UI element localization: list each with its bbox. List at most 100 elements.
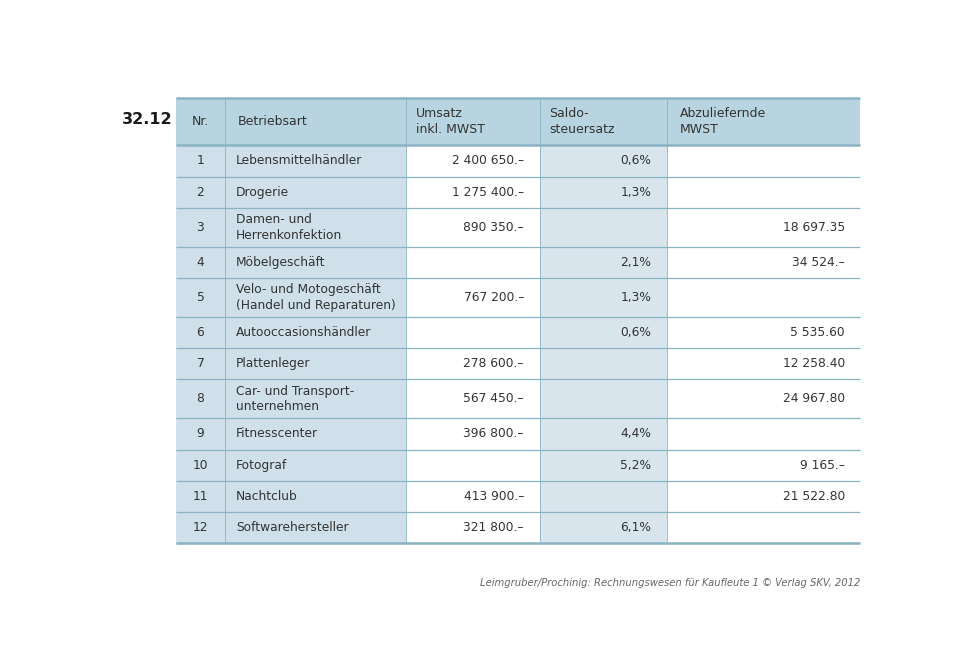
Text: Drogerie: Drogerie	[236, 186, 289, 199]
Text: 321 800.–: 321 800.–	[464, 521, 524, 534]
Bar	[176, 98, 860, 146]
Text: 12 258.40: 12 258.40	[782, 357, 845, 370]
Text: 5 535.60: 5 535.60	[790, 326, 845, 339]
Text: 32.12: 32.12	[122, 112, 173, 126]
Text: 18 697.35: 18 697.35	[782, 221, 845, 234]
Bar	[540, 278, 666, 317]
Bar	[176, 481, 225, 512]
Bar	[540, 450, 666, 481]
Text: 4,4%: 4,4%	[620, 428, 652, 440]
Bar	[225, 379, 406, 418]
Bar	[540, 418, 666, 450]
Text: 2: 2	[197, 186, 204, 199]
Text: Lebensmittelhändler: Lebensmittelhändler	[236, 154, 362, 168]
Text: 396 800.–: 396 800.–	[464, 428, 524, 440]
Bar	[666, 207, 860, 247]
Text: 1,3%: 1,3%	[620, 291, 652, 304]
Bar	[666, 146, 860, 176]
Bar	[176, 317, 225, 348]
Bar	[176, 207, 225, 247]
Text: 8: 8	[197, 392, 204, 406]
Text: 21 522.80: 21 522.80	[782, 490, 845, 503]
Bar	[176, 146, 225, 176]
Text: 10: 10	[193, 459, 208, 471]
Text: 278 600.–: 278 600.–	[464, 357, 524, 370]
Bar	[176, 348, 225, 379]
Bar	[540, 207, 666, 247]
Bar	[176, 450, 225, 481]
Bar	[176, 418, 225, 450]
Bar	[666, 348, 860, 379]
Bar	[540, 481, 666, 512]
Bar	[225, 207, 406, 247]
Text: 3: 3	[197, 221, 204, 234]
Text: 0,6%: 0,6%	[620, 154, 652, 168]
Text: 9 165.–: 9 165.–	[800, 459, 845, 471]
Bar	[406, 146, 540, 176]
Bar	[666, 481, 860, 512]
Bar	[176, 512, 225, 543]
Bar	[406, 450, 540, 481]
Text: 1,3%: 1,3%	[620, 186, 652, 199]
Text: 890 350.–: 890 350.–	[464, 221, 524, 234]
Bar	[225, 247, 406, 278]
Text: 5: 5	[197, 291, 204, 304]
Text: Leimgruber/Prochinig: Rechnungswesen für Kaufleute 1 © Verlag SKV, 2012: Leimgruber/Prochinig: Rechnungswesen für…	[480, 578, 860, 588]
Bar	[225, 512, 406, 543]
Text: Abzuliefernde
MWST: Abzuliefernde MWST	[680, 107, 766, 136]
Text: 6,1%: 6,1%	[620, 521, 652, 534]
Bar	[225, 450, 406, 481]
Text: Nr.: Nr.	[192, 115, 209, 128]
Bar	[225, 348, 406, 379]
Bar	[406, 481, 540, 512]
Text: 767 200.–: 767 200.–	[464, 291, 524, 304]
Bar	[406, 348, 540, 379]
Text: 24 967.80: 24 967.80	[782, 392, 845, 406]
Text: Möbelgeschäft: Möbelgeschäft	[236, 256, 325, 269]
Bar	[540, 379, 666, 418]
Text: Umsatz
inkl. MWST: Umsatz inkl. MWST	[416, 107, 485, 136]
Bar	[406, 418, 540, 450]
Bar	[540, 512, 666, 543]
Bar	[176, 176, 225, 207]
Text: Betriebsart: Betriebsart	[238, 115, 307, 128]
Bar	[225, 278, 406, 317]
Text: 5,2%: 5,2%	[620, 459, 652, 471]
Bar	[666, 379, 860, 418]
Bar	[225, 176, 406, 207]
Text: 413 900.–: 413 900.–	[464, 490, 524, 503]
Bar	[225, 481, 406, 512]
Text: 1 275 400.–: 1 275 400.–	[452, 186, 524, 199]
Bar	[666, 512, 860, 543]
Text: 11: 11	[193, 490, 208, 503]
Bar	[666, 278, 860, 317]
Text: Autooccasionshändler: Autooccasionshändler	[236, 326, 372, 339]
Text: Saldo-
steuersatz: Saldo- steuersatz	[549, 107, 614, 136]
Bar	[406, 512, 540, 543]
Bar	[540, 146, 666, 176]
Text: 0,6%: 0,6%	[620, 326, 652, 339]
Bar	[666, 450, 860, 481]
Text: 2,1%: 2,1%	[620, 256, 652, 269]
Text: 6: 6	[197, 326, 204, 339]
Text: Fotograf: Fotograf	[236, 459, 287, 471]
Text: 9: 9	[197, 428, 204, 440]
Text: 1: 1	[197, 154, 204, 168]
Text: 2 400 650.–: 2 400 650.–	[452, 154, 524, 168]
Bar	[406, 176, 540, 207]
Bar	[540, 247, 666, 278]
Bar	[406, 317, 540, 348]
Bar	[666, 247, 860, 278]
Text: 12: 12	[193, 521, 208, 534]
Bar	[406, 207, 540, 247]
Bar	[666, 176, 860, 207]
Text: Softwarehersteller: Softwarehersteller	[236, 521, 348, 534]
Bar	[225, 418, 406, 450]
Text: Velo- und Motogeschäft
(Handel und Reparaturen): Velo- und Motogeschäft (Handel und Repar…	[236, 283, 396, 312]
Text: Fitnesscenter: Fitnesscenter	[236, 428, 318, 440]
Text: Plattenleger: Plattenleger	[236, 357, 310, 370]
Bar	[540, 176, 666, 207]
Bar	[666, 317, 860, 348]
Bar	[225, 146, 406, 176]
Bar	[666, 418, 860, 450]
